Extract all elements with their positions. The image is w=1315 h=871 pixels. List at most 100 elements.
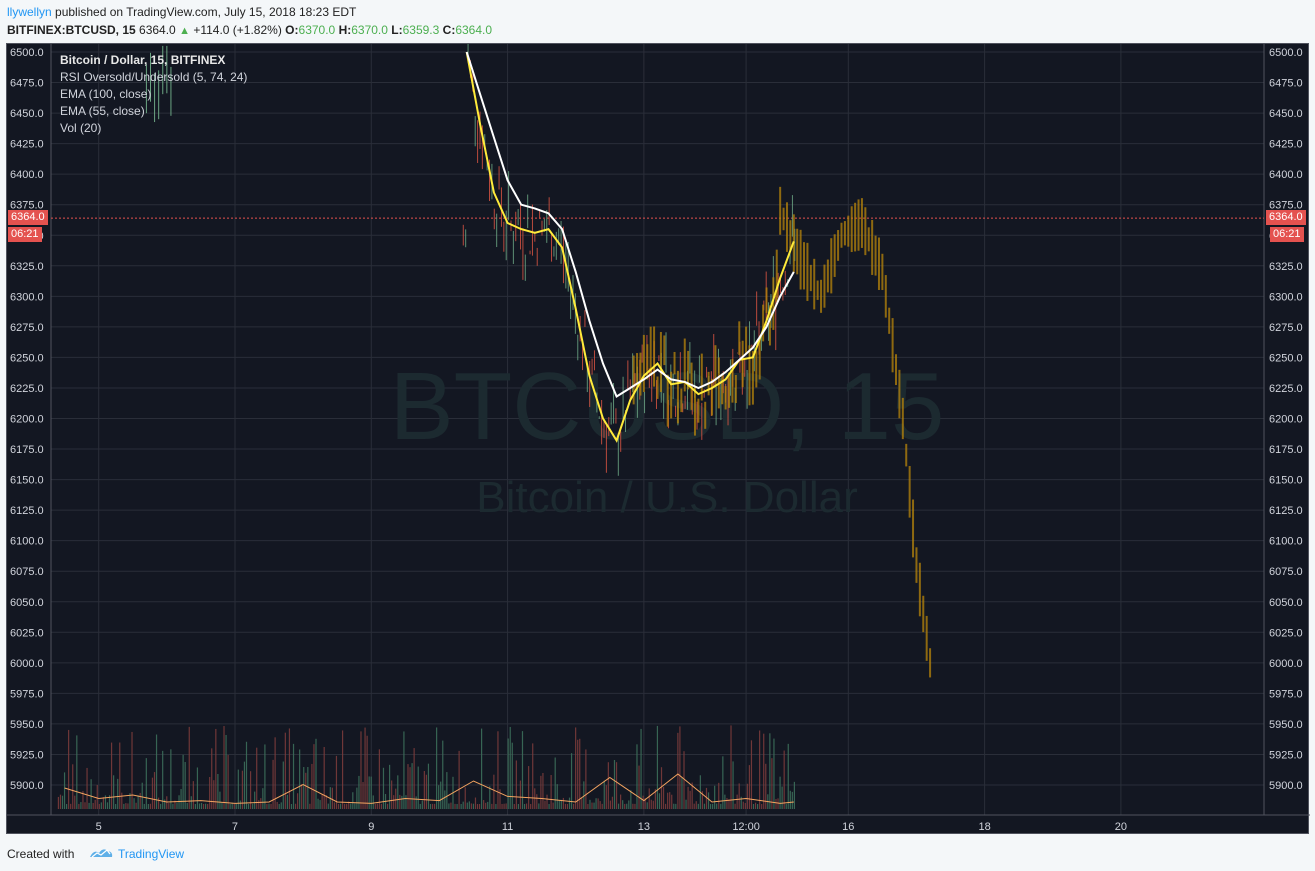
- projection-bar: [874, 235, 877, 276]
- volume-bar: [607, 762, 609, 809]
- volume-bar: [562, 797, 564, 809]
- volume-bar: [205, 803, 207, 809]
- volume-bar: [129, 793, 131, 809]
- volume-bar: [415, 796, 417, 809]
- volume-bar: [736, 794, 738, 809]
- volume-bar: [74, 795, 76, 809]
- volume-bar: [254, 791, 256, 809]
- volume-bar: [358, 775, 360, 809]
- legend-rsi[interactable]: RSI Oversold/Undersold (5, 74, 24): [60, 70, 248, 84]
- volume-bar: [192, 781, 194, 809]
- volume-bar: [241, 770, 244, 809]
- volume-bar: [450, 802, 452, 809]
- volume-bar: [399, 794, 401, 809]
- projection-bar: [724, 386, 727, 410]
- legend-ema55[interactable]: EMA (55, close): [60, 104, 145, 118]
- low-label: L:: [391, 23, 403, 37]
- y-tick-label: 6250.0: [10, 352, 44, 364]
- volume-bar: [256, 747, 258, 809]
- y-tick-label-right: 6250.0: [1269, 352, 1303, 364]
- volume-bar: [294, 803, 297, 809]
- volume-bar: [564, 803, 567, 809]
- volume-bar: [654, 789, 656, 809]
- volume-bar: [421, 800, 423, 809]
- projection-bar: [826, 259, 829, 293]
- chart-area[interactable]: BTCUSD, 15 Bitcoin / U.S. Dollar 6500.0 650…: [6, 43, 1310, 835]
- volume-bar: [550, 774, 552, 809]
- volume-bar: [695, 801, 697, 809]
- volume-bar: [307, 767, 309, 809]
- volume-bar: [137, 795, 139, 809]
- volume-bar: [389, 764, 391, 809]
- volume-bar: [493, 774, 495, 809]
- volume-bar: [511, 742, 513, 809]
- volume-bar: [436, 727, 438, 809]
- legend-ema100[interactable]: EMA (100, close): [60, 87, 152, 101]
- volume-bar: [658, 793, 661, 809]
- legend-volume[interactable]: Vol (20): [60, 121, 102, 135]
- volume-bar: [546, 794, 548, 809]
- volume-bar: [554, 757, 556, 809]
- projection-bar: [680, 388, 683, 413]
- projection-bar: [864, 207, 867, 256]
- volume-bar: [190, 796, 192, 809]
- volume-bar: [57, 796, 60, 809]
- projection-bar: [697, 398, 700, 423]
- volume-bar: [740, 796, 742, 809]
- y-tick-label: 5975.0: [10, 688, 44, 700]
- volume-bar: [603, 780, 605, 809]
- volume-bar: [579, 738, 581, 809]
- tradingview-link[interactable]: TradingView: [118, 847, 185, 861]
- volume-bar: [113, 775, 115, 809]
- volume-bar: [82, 791, 84, 809]
- x-tick-label: 12:00: [732, 821, 760, 833]
- projection-bar: [755, 351, 758, 388]
- volume-bar: [530, 803, 532, 809]
- volume-bar: [233, 803, 235, 809]
- projection-bar: [850, 206, 853, 253]
- projection-bar: [734, 374, 737, 404]
- ema100-line[interactable]: [465, 51, 795, 398]
- volume-bar: [624, 803, 626, 809]
- volume-bar: [575, 727, 577, 809]
- volume-bar: [783, 750, 785, 809]
- volume-bar: [785, 803, 787, 809]
- projection-bar: [663, 335, 666, 366]
- volume-bar: [646, 802, 648, 809]
- volume-bar: [489, 786, 491, 809]
- projection-bar: [656, 376, 659, 399]
- volume-bar: [525, 803, 528, 809]
- projection-bar: [779, 186, 782, 235]
- volume-bar: [712, 803, 714, 809]
- volume-bar: [431, 803, 434, 809]
- volume-bar: [577, 739, 579, 809]
- projection-bar: [700, 353, 703, 401]
- volume-bar: [759, 730, 761, 809]
- volume-bar: [186, 803, 188, 809]
- volume-bar: [750, 740, 753, 809]
- tradingview-logo-icon[interactable]: [88, 845, 114, 861]
- volume-bar: [427, 763, 430, 809]
- volume-bar: [262, 788, 264, 809]
- y-tick-label-right: 6100.0: [1269, 536, 1303, 548]
- volume-bar: [266, 803, 268, 809]
- author-link[interactable]: llywellyn: [7, 5, 52, 19]
- chart-header: llywellyn published on TradingView.com, …: [0, 0, 1315, 44]
- volume-bar: [652, 800, 654, 809]
- projection-bar: [905, 443, 908, 467]
- volume-bar: [560, 799, 562, 809]
- projection-bar: [758, 336, 761, 380]
- volume-bar: [466, 802, 468, 809]
- y-tick-label: 6450.0: [10, 108, 44, 120]
- volume-bar: [732, 761, 734, 809]
- projection-bar: [639, 352, 642, 396]
- volume-bar: [360, 731, 362, 809]
- volume-bar: [139, 792, 141, 809]
- volume-bar: [370, 776, 372, 809]
- projection-bar: [772, 277, 775, 330]
- volume-bar: [70, 803, 72, 809]
- volume-bar: [777, 798, 779, 809]
- volume-bar: [292, 743, 295, 809]
- volume-bar: [313, 744, 315, 809]
